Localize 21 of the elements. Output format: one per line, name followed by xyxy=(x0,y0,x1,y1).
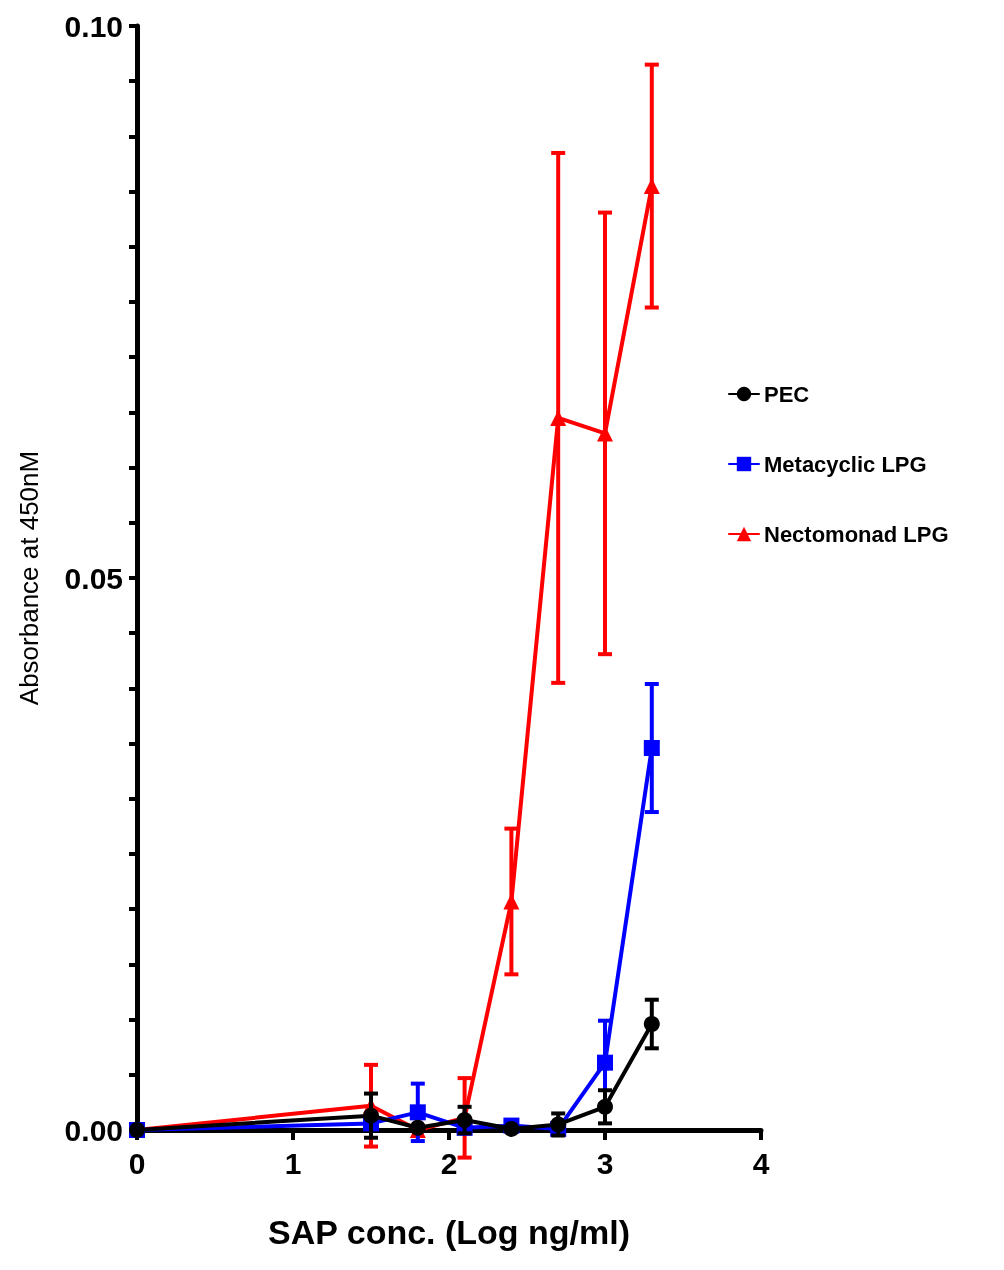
x-tick-label: 2 xyxy=(440,1146,458,1180)
point xyxy=(597,1054,613,1071)
point xyxy=(643,1016,660,1033)
y-tick-label: 0.00 xyxy=(64,1113,123,1147)
legend-label: Metacyclic LPG xyxy=(764,451,927,477)
x-tick-label: 3 xyxy=(596,1146,614,1180)
y-tick-label: 0.10 xyxy=(64,9,123,43)
point xyxy=(643,178,660,195)
x-tick-label: 1 xyxy=(284,1146,302,1180)
point xyxy=(363,1107,379,1124)
x-axis-title: SAP conc. (Log ng/ml) xyxy=(267,1213,631,1251)
legend-label: PEC xyxy=(764,381,810,407)
y-tick-label: 0.05 xyxy=(64,561,123,595)
point xyxy=(597,1098,613,1115)
x-tick-label: 4 xyxy=(752,1146,770,1180)
legend-label: Nectomonad LPG xyxy=(764,521,949,547)
x-tick-label: 0 xyxy=(128,1146,146,1180)
point xyxy=(409,1104,426,1121)
y-axis-title: Absorbance at 450nM xyxy=(14,450,44,706)
point xyxy=(643,740,660,757)
point xyxy=(550,1116,567,1133)
